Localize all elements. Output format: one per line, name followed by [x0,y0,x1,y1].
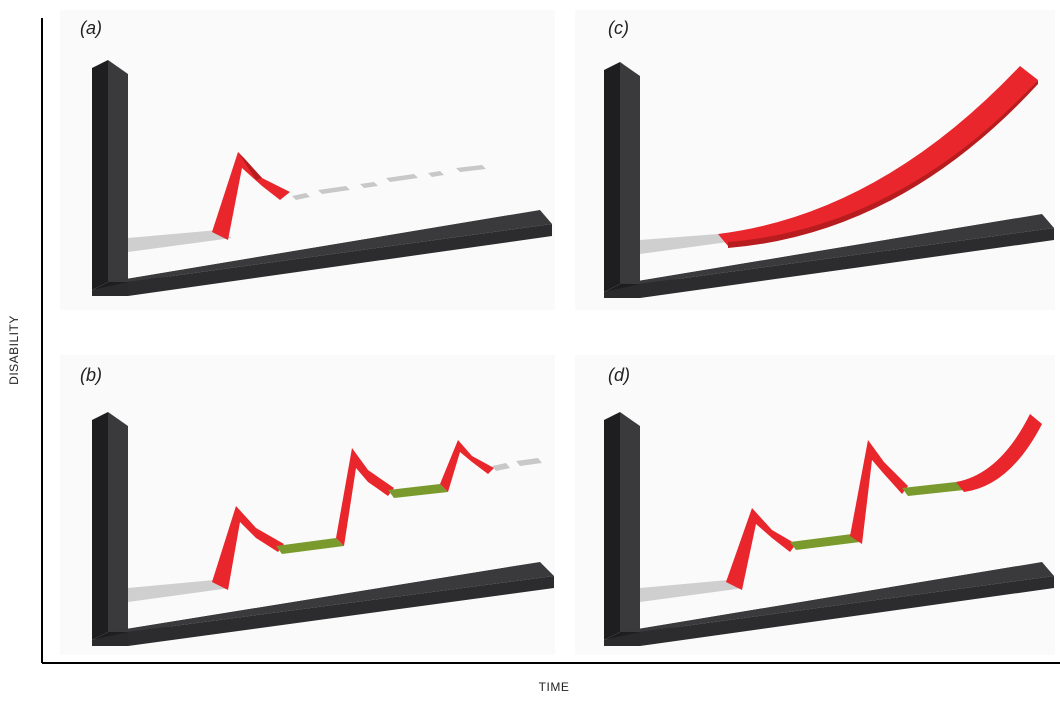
panel-d-baseline [640,580,744,602]
panel-b-remission-2 [388,484,448,498]
panel-a-x-bar-top2 [108,210,552,282]
panel-d-axes [604,412,1054,646]
panel-d-y-bar-side [604,412,620,640]
panel-a-unknown-dashes [292,165,486,200]
panel-c-y-bar-side [604,62,620,292]
panel-a-y-bar-side [92,60,108,290]
panel-b-x-bar-top2 [108,562,554,632]
panel-c-corner [604,284,640,298]
panel-a-axes [92,60,552,296]
panel-b-axes [92,412,554,646]
panel-c-baseline [640,234,728,254]
panel-d-corner [604,632,640,646]
panel-b-relapse-3 [440,440,494,492]
panel-d-remission-2 [902,482,964,496]
panel-a-relapse [212,152,290,240]
panel-c-y-bar-front [620,62,640,284]
panel-b-label: (b) [80,365,102,385]
panel-d-remission-1 [790,534,860,550]
panel-c-x-bar-top2 [620,214,1054,284]
panel-a-y-bar-front [108,60,128,282]
panel-c-x-bar-front [640,228,1054,298]
panel-d-y-bar-front [620,412,640,632]
panel-a-relapse-edge [238,152,262,180]
panel-c-label: (c) [608,18,629,38]
panel-b-unknown-dashes [492,458,542,471]
panel-b-baseline [128,580,230,602]
panel-a-baseline [128,230,232,252]
panel-d-x-bar-top2 [620,562,1054,632]
panel-b-relapse-2 [336,448,394,546]
panel-c-axes [604,62,1054,298]
panel-b-y-bar-front [108,412,128,632]
panel-d-relapse-1 [726,508,796,590]
panel-b-y-bar-side [92,412,108,640]
panel-a-label: (a) [80,18,102,38]
panel-a-x-bar-front [128,224,552,296]
panel-d-relapse-2 [850,440,908,544]
panel-b-relapse-1 [212,506,284,590]
panel-d-progression [956,414,1042,492]
panel-b-x-bar-front [128,576,554,646]
panel-b-corner [92,632,128,646]
panel-b-remission-1 [276,538,344,554]
panel-c-progression [718,66,1038,246]
panel-d-x-bar-front [640,576,1054,646]
panel-a-corner [92,282,128,296]
panel-d-label: (d) [608,365,630,385]
x-axis-title: TIME [538,680,570,694]
